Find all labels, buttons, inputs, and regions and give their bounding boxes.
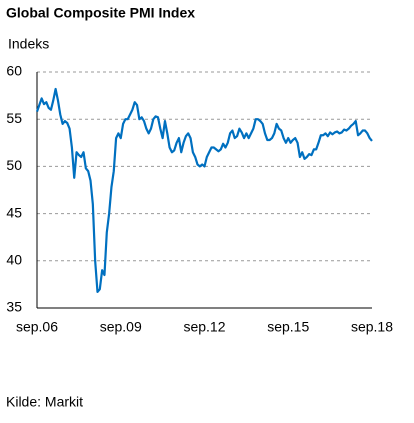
x-tick-label: sep.12 xyxy=(183,319,225,335)
x-tick-label: sep.18 xyxy=(351,319,393,335)
y-tick-label: 35 xyxy=(6,299,22,315)
y-tick-label: 45 xyxy=(6,204,22,220)
y-tick-label: 50 xyxy=(6,157,22,173)
y-tick-label: 55 xyxy=(6,110,22,126)
chart-title: Global Composite PMI Index xyxy=(6,5,195,21)
x-tick-label: sep.09 xyxy=(100,319,142,335)
y-tick-label: 40 xyxy=(6,252,22,268)
x-tick-label: sep.06 xyxy=(16,319,58,335)
y-tick-label: 60 xyxy=(6,63,22,79)
line-series xyxy=(35,87,373,294)
y-axis-label: Indeks xyxy=(8,36,49,52)
x-tick-label: sep.15 xyxy=(267,319,309,335)
source-note: Kilde: Markit xyxy=(6,394,83,410)
